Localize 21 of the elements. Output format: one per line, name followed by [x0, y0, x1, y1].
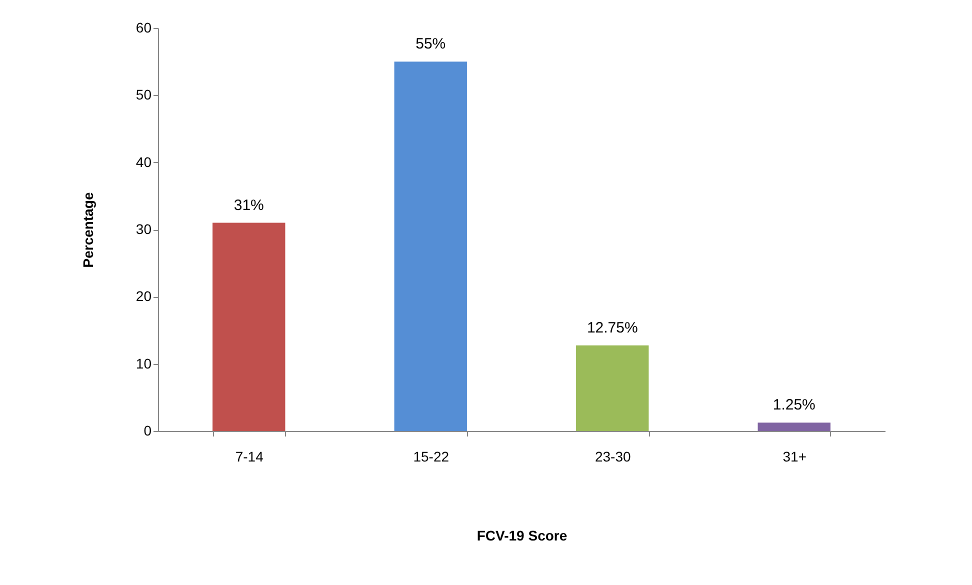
bar — [212, 222, 286, 431]
y-tick-label: 40 — [136, 154, 152, 170]
bar — [576, 345, 649, 431]
bar — [394, 62, 467, 431]
data-label: 1.25% — [772, 396, 816, 414]
x-tick-label: 15-22 — [413, 448, 450, 464]
y-tick-label: 20 — [136, 288, 152, 304]
data-label: 55% — [416, 36, 446, 53]
y-tick-label: 0 — [144, 422, 152, 438]
y-tick-label: 60 — [136, 20, 152, 36]
x-tick-label: 31+ — [782, 448, 806, 464]
x-tick-label: 7-14 — [235, 448, 264, 464]
x-tick-label: 23-30 — [594, 448, 631, 464]
bar — [758, 422, 830, 431]
y-tick-label: 30 — [136, 221, 152, 237]
y-tick-label: 50 — [136, 86, 152, 103]
y-axis-title: Percentage — [80, 192, 96, 268]
y-tick-label: 10 — [136, 355, 152, 372]
x-axis-title: FCV-19 Score — [476, 528, 568, 544]
data-label: 12.75% — [586, 319, 638, 336]
data-label: 31% — [234, 196, 264, 214]
